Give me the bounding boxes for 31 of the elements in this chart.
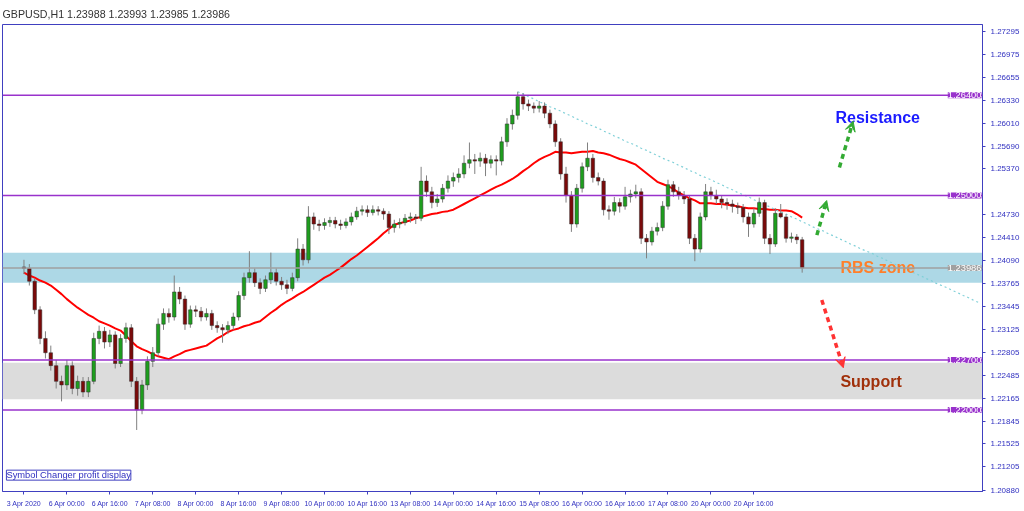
ref-line-label: 1.22000 [947,404,982,415]
ref-line-label: 1.26400 [947,90,982,101]
y-tick-label: 1.27295 [990,26,1020,36]
y-tick-label: 1.22165 [990,393,1020,403]
y-tick-label: 1.26010 [990,118,1020,128]
y-tick-label: 1.24090 [990,256,1020,265]
band-label: Support [840,372,903,390]
y-tick-label: 1.24410 [990,233,1020,243]
y-tick-label: 1.20880 [990,485,1020,495]
annotation: Resistance [835,109,921,127]
y-tick-label: 1.21845 [990,416,1020,426]
ref-line-label: 1.22700 [947,354,982,365]
chart-title: GBPUSD,H1 1.23988 1.23993 1.23985 1.23986 [2,7,231,20]
y-tick-label: 1.22805 [990,347,1020,357]
line-series [22,150,804,361]
y-tick-label: 1.21525 [990,439,1020,449]
line-series [517,91,980,304]
y-tick-label: 1.26330 [990,95,1020,105]
y-tick-label: 1.25690 [990,141,1020,151]
y-tick-label: 1.21205 [990,462,1020,472]
y-tick-label: 1.22485 [990,370,1020,380]
y-tick-label: 1.23445 [990,302,1020,312]
y-tick-label: 1.24730 [990,210,1020,220]
y-tick-label: 1.26975 [990,49,1020,59]
y-tick-label: 1.26655 [990,72,1020,82]
ref-line-label: 1.23986 [947,262,982,273]
ref-line-label: 1.25000 [947,190,982,201]
band-label: RBS zone [840,259,916,277]
y-tick-label: 1.23125 [990,325,1020,335]
y-tick-label: 1.23765 [990,279,1020,289]
y-tick-label: 1.25370 [990,164,1020,174]
